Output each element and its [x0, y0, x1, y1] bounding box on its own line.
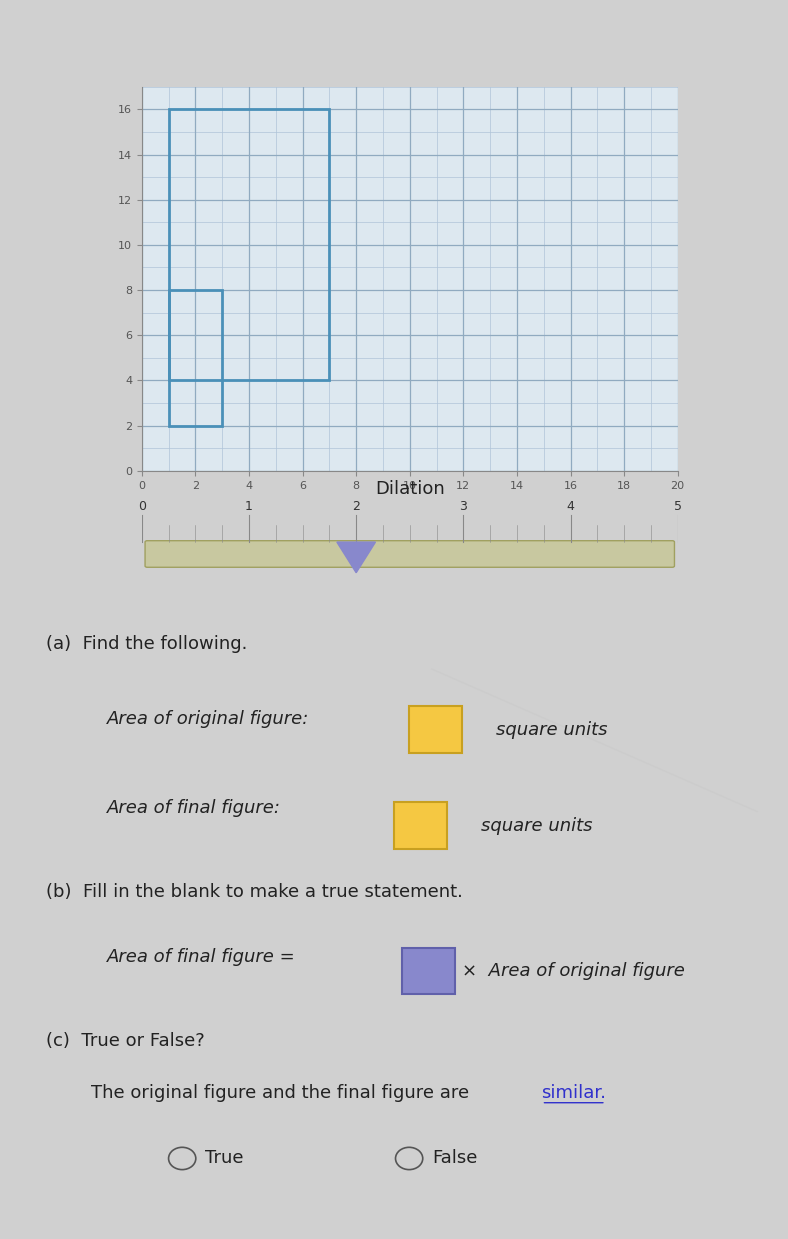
Text: Area of original figure:: Area of original figure: — [106, 710, 309, 727]
Text: 1: 1 — [245, 501, 253, 513]
Text: 5: 5 — [674, 501, 682, 513]
FancyBboxPatch shape — [145, 540, 675, 567]
Text: 0: 0 — [138, 501, 146, 513]
Polygon shape — [337, 543, 375, 572]
Text: (c)  True or False?: (c) True or False? — [46, 1032, 205, 1049]
FancyBboxPatch shape — [394, 803, 447, 849]
Text: Dilation: Dilation — [375, 481, 444, 498]
Text: (b)  Fill in the blank to make a true statement.: (b) Fill in the blank to make a true sta… — [46, 883, 463, 901]
Text: 2: 2 — [352, 501, 360, 513]
Text: 4: 4 — [567, 501, 574, 513]
Text: Area of final figure =: Area of final figure = — [106, 948, 296, 966]
Text: False: False — [432, 1150, 478, 1167]
Text: Area of final figure:: Area of final figure: — [106, 799, 281, 818]
Text: (a)  Find the following.: (a) Find the following. — [46, 636, 247, 653]
FancyBboxPatch shape — [409, 706, 462, 753]
Bar — [169, 290, 222, 426]
Text: True: True — [205, 1150, 243, 1167]
Text: square units: square units — [496, 721, 608, 738]
Text: square units: square units — [481, 817, 593, 835]
Text: 3: 3 — [459, 501, 467, 513]
Text: ×  Area of original figure: × Area of original figure — [462, 963, 685, 980]
Text: similar.: similar. — [541, 1084, 607, 1103]
Text: The original figure and the final figure are: The original figure and the final figure… — [91, 1084, 475, 1103]
FancyBboxPatch shape — [402, 948, 455, 994]
Bar — [169, 109, 329, 380]
